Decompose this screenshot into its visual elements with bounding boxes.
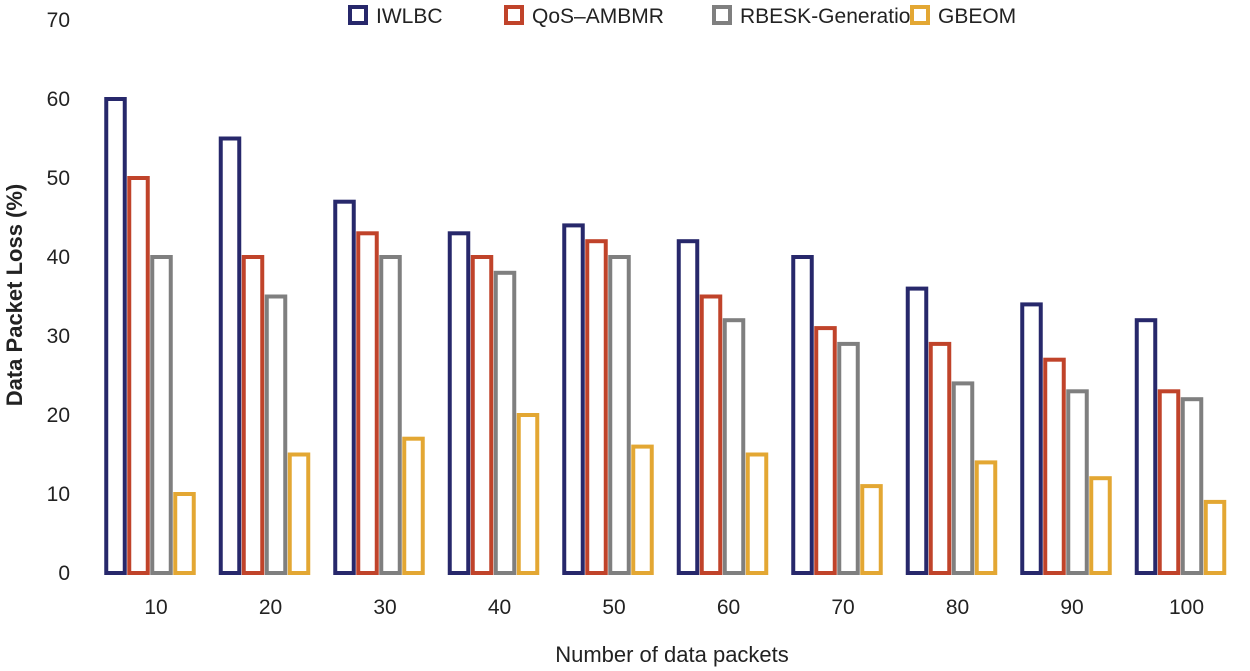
y-tick-label: 10 [47,483,70,506]
bar-qos-ambmr-100 [1157,389,1181,575]
bar-iwlbc-70 [791,255,814,575]
legend-label: RBESK-Generation [740,5,922,28]
bar-iwlbc-100 [1134,318,1158,576]
bar-iwlbc-90 [1020,302,1043,575]
bar-rbesk-generation-70 [837,341,860,575]
y-axis-title: Data Packet Loss (%) [2,184,27,407]
x-tick-label: 90 [1060,596,1083,619]
x-tick-label: 70 [831,596,854,619]
bar-qos-ambmr-10 [127,176,150,575]
bar-gbeom-40 [516,413,540,575]
bar-gbeom-90 [1089,476,1112,576]
bar-qos-ambmr-30 [356,231,379,576]
y-tick-label: 20 [47,404,70,427]
x-axis-ticks: 10 20 30 40 50 60 70 80 90 100 [144,596,1204,619]
bar-gbeom-20 [287,452,311,575]
x-tick-label: 100 [1169,596,1204,619]
bar-rbesk-generation-50 [608,255,631,575]
legend-swatch [910,5,930,25]
bar-rbesk-generation-60 [722,318,746,576]
x-tick-label: 50 [602,596,625,619]
y-axis-ticks: 0 10 20 30 40 50 60 70 [47,9,70,585]
bar-qos-ambmr-70 [814,326,837,575]
bar-iwlbc-40 [447,231,471,576]
legend-label: GBEOM [938,5,1016,28]
bar-qos-ambmr-20 [241,255,265,575]
x-tick-label: 40 [488,596,511,619]
bar-qos-ambmr-80 [928,341,952,575]
bar-gbeom-50 [631,444,654,576]
bar-iwlbc-60 [676,239,700,575]
legend-label: IWLBC [376,5,443,28]
x-axis-title: Number of data packets [555,642,789,667]
x-tick-label: 10 [144,596,167,619]
y-tick-label: 0 [58,562,70,585]
bar-rbesk-generation-100 [1180,397,1204,576]
x-tick-label: 20 [259,596,282,619]
bar-iwlbc-30 [333,199,356,575]
bar-gbeom-70 [860,484,883,576]
bar-qos-ambmr-90 [1043,357,1066,576]
x-tick-label: 80 [946,596,969,619]
bar-gbeom-10 [173,492,196,575]
bar-qos-ambmr-60 [699,294,723,575]
x-tick-label: 30 [373,596,396,619]
y-tick-label: 40 [47,246,70,269]
x-tick-label: 60 [717,596,740,619]
bar-rbesk-generation-20 [264,294,288,575]
bar-rbesk-generation-10 [150,255,173,575]
bar-iwlbc-10 [104,97,127,575]
y-tick-label: 50 [47,167,70,190]
y-tick-label: 70 [47,9,70,32]
y-tick-label: 60 [47,88,70,111]
bar-iwlbc-20 [218,136,242,575]
bars [104,97,1227,576]
bar-rbesk-generation-90 [1066,389,1089,575]
bar-rbesk-generation-30 [379,255,402,575]
bar-gbeom-80 [974,460,998,575]
legend: IWLBC QoS–AMBMR RBESK-Generation GBEOM [348,5,1016,28]
bar-rbesk-generation-40 [493,270,517,575]
bar-rbesk-generation-80 [951,381,975,575]
bar-gbeom-30 [402,436,425,576]
legend-swatch [712,5,732,25]
bar-qos-ambmr-40 [470,255,494,575]
bar-iwlbc-80 [905,286,929,575]
legend-swatch [348,5,368,25]
bar-iwlbc-50 [562,223,585,575]
bar-gbeom-100 [1203,499,1227,575]
legend-swatch [504,5,524,25]
legend-label: QoS–AMBMR [532,5,664,28]
y-tick-label: 30 [47,325,70,348]
bar-gbeom-60 [745,452,769,575]
bar-qos-ambmr-50 [585,239,608,575]
